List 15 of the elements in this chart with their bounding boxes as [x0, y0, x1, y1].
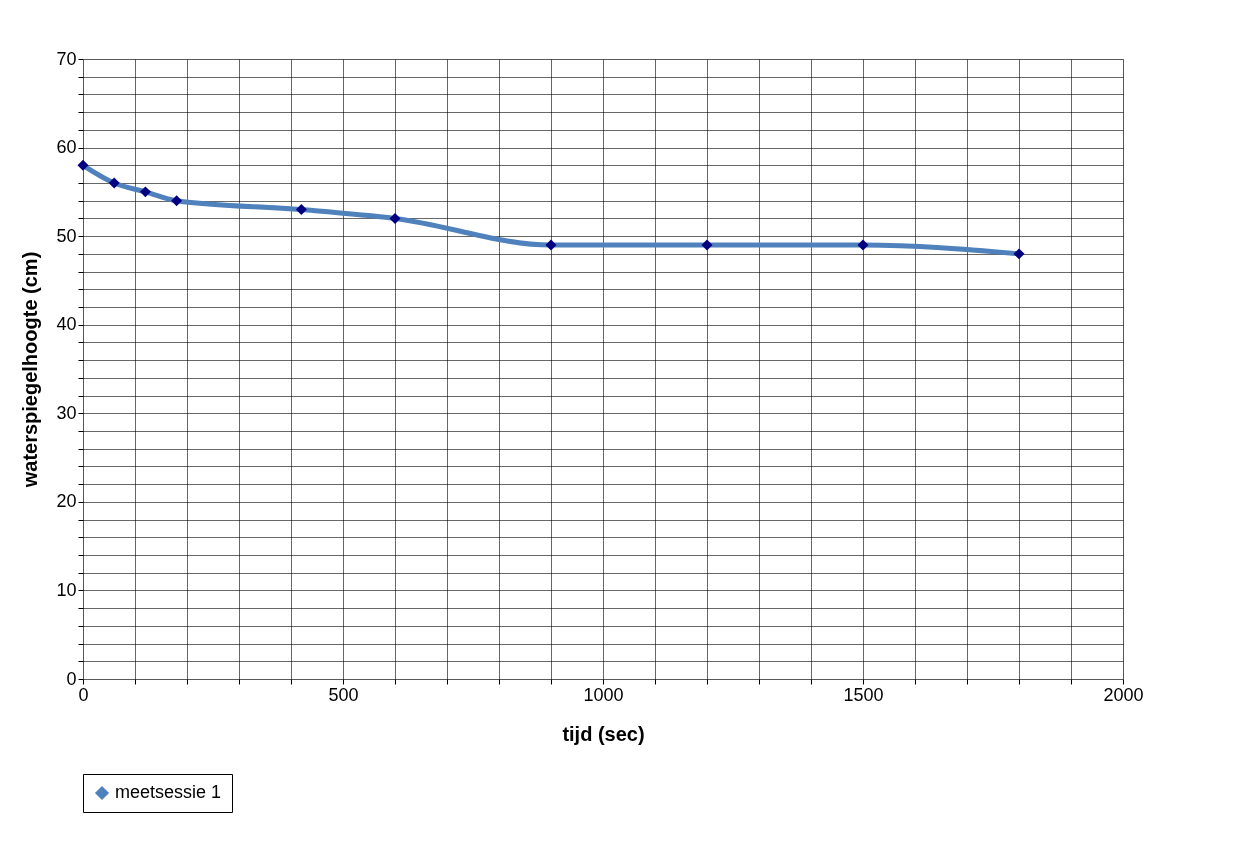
y-axis-title: waterspiegelhoogte (cm) [19, 251, 42, 489]
y-tick-label: 20 [56, 491, 77, 512]
x-tick-label: 1500 [843, 684, 884, 705]
x-tick-label: 500 [328, 684, 359, 705]
x-tick-label: 1000 [583, 684, 624, 705]
y-tick-label: 40 [56, 314, 77, 335]
legend-label: meetsessie 1 [115, 782, 222, 802]
x-tick-label: 2000 [1103, 684, 1144, 705]
y-tick-label: 0 [66, 668, 77, 689]
y-tick-label: 30 [56, 402, 77, 423]
y-tick-label: 70 [56, 48, 77, 69]
x-axis-title: tijd (sec) [562, 722, 645, 745]
y-tick-label: 50 [56, 225, 77, 246]
y-tick-label: 60 [56, 137, 77, 158]
y-tick-label: 10 [56, 579, 77, 600]
